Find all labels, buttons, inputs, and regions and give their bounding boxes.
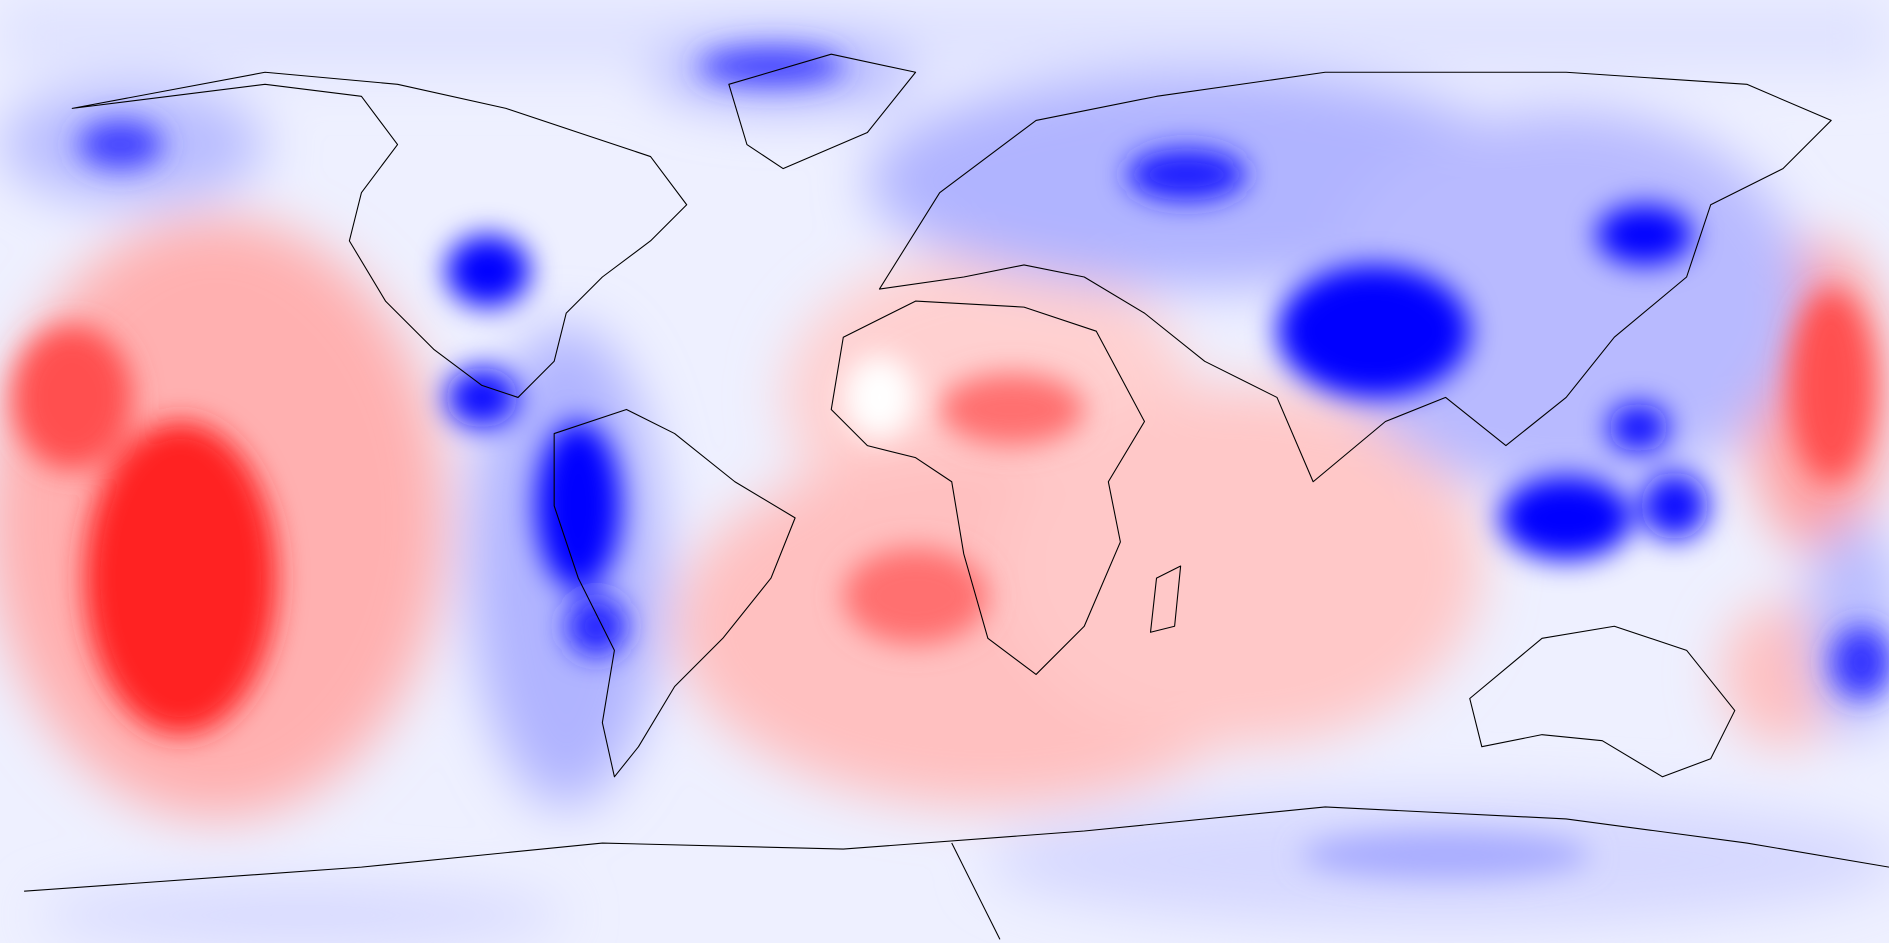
coastlines xyxy=(24,53,1889,940)
field-cores xyxy=(12,48,1889,880)
